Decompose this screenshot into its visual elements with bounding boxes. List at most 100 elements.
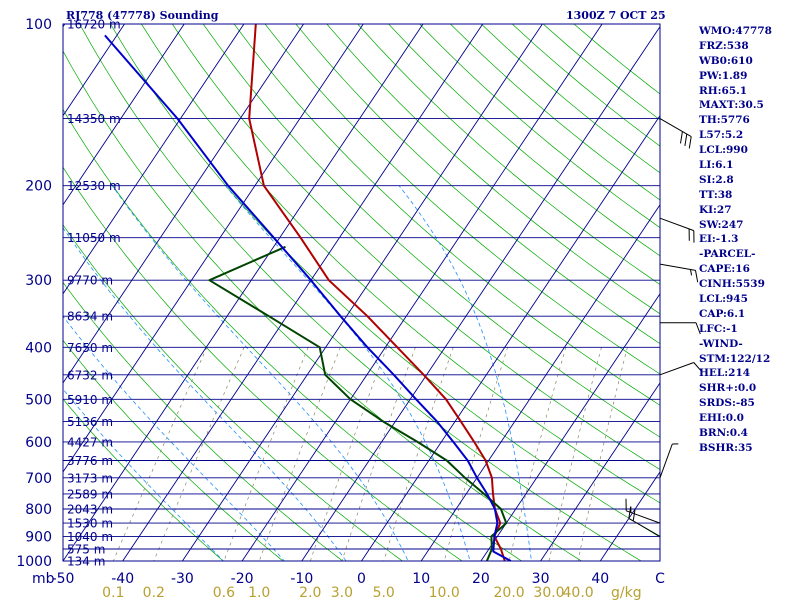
mixing-ratio-line [309,347,388,561]
trace-temperature [248,24,506,561]
mixing-ratio-line [508,347,567,561]
wind-barb [660,322,701,335]
dry-adiabat-line [295,24,660,345]
index-item: LCL:945 [699,293,748,306]
mixing-ratio-line [383,347,454,561]
moist-adiabat-line [398,185,532,561]
index-item: LCL:990 [699,144,748,157]
dry-adiabat-line [202,24,660,438]
trace-parcel [104,34,512,561]
index-item: L57:5.2 [699,129,744,142]
index-item: SRDS:-85 [699,397,755,410]
dry-adiabat-line [63,108,523,561]
plot-frame [62,23,661,562]
mixing-ratio-label: 20.0 [494,585,525,600]
index-item: WMO:47778 [699,25,772,37]
wind-barb-flag [688,136,692,149]
isotherm-line [480,293,660,561]
height-label: 1530 m [67,517,113,531]
sounding-traces [104,24,512,561]
mixing-ratio-line [341,347,416,561]
moist-adiabat-line [63,315,285,561]
height-label: 9770 m [67,274,113,288]
dry-adiabat-line [264,24,660,375]
height-label: 134 m [67,555,105,569]
wind-barb-flag [690,269,693,276]
dry-adiabat-line [63,50,583,561]
pressure-tick-label: 700 [25,471,52,487]
wind-barb [659,217,695,243]
isotherm-line [361,114,660,561]
dry-adiabat-line [357,24,660,285]
moist-adiabat-line [63,388,224,561]
background-grid [0,24,660,561]
height-label: 2043 m [67,503,113,517]
index-item: EHI:0.0 [699,412,744,425]
pressure-tick-label: 800 [25,502,52,518]
pressure-tick-label: 400 [25,340,52,356]
wind-barb-flag [680,131,683,144]
isotherm-line [63,24,245,295]
wind-barb-flag [695,322,701,335]
temperature-tick-label: C [655,571,665,587]
index-item: SI:2.8 [699,173,734,186]
wind-barb-staff [628,517,661,537]
temperature-tick-label: -30 [171,571,194,587]
dry-adiabat-line [63,281,344,561]
isotherm-line [122,24,484,561]
temperature-tick-label: 10 [412,571,430,587]
index-item: -PARCEL- [699,248,756,261]
mixing-ratio-line [258,347,341,561]
index-item: RH:65.1 [699,84,748,97]
isotherm-line [301,25,660,561]
height-label: 575 m [67,543,105,557]
moist-adiabat-line [63,227,347,561]
index-item: PW:1.89 [699,69,748,82]
mixing-ratio-label: 5.0 [373,585,395,600]
height-label: 4427 m [67,435,113,449]
mixing-ratio-label: 40.0 [563,585,594,600]
wind-barb-staff [659,217,694,232]
index-item: TH:5776 [699,114,750,127]
dry-adiabat-line [233,24,660,406]
temperature-tick-label: 40 [591,571,609,587]
temperature-tick-label: -10 [290,571,313,587]
moist-adiabat-line [111,185,409,561]
index-item: WB0:610 [699,54,753,67]
pressure-tick-label: 100 [25,17,52,33]
index-item: LFC:-1 [699,322,738,335]
height-label: 3776 m [67,454,113,468]
index-item: KI:27 [699,203,732,216]
wind-barb [659,263,699,283]
index-item: HEL:214 [699,367,751,380]
wind-barb-staff [659,362,694,376]
index-item: CAP:6.1 [699,307,746,320]
mixing-ratio-unit: g/kg [611,585,642,600]
temperature-tick-label: 0 [357,571,366,587]
mixing-ratio-label: 2.0 [299,585,321,600]
pressure-tick-label: 500 [25,392,52,408]
height-label: 2589 m [67,487,113,501]
isotherm-line [0,24,5,561]
index-item: TT:38 [699,188,733,201]
index-item: -WIND- [699,337,743,350]
chart-datetime: 1300Z 7 OCT 25 [566,9,666,22]
height-label: 12530 m [67,179,121,193]
isotherm-line [241,24,603,561]
wind-barb [628,506,661,537]
x-axis-label: mb [32,571,55,587]
mixing-ratio-label: 10.0 [429,585,460,600]
height-label: 16720 m [67,18,121,32]
pressure-tick-label: 200 [25,179,52,195]
height-label: 6732 m [67,368,113,382]
index-item: STM:122/12 [699,352,771,365]
height-label: 3173 m [67,471,113,485]
isotherm-line [63,24,424,561]
wind-barb-flag [628,506,632,519]
height-label: 11050 m [67,231,121,245]
dry-adiabat-line [388,24,660,257]
trace-dewpoint [208,245,508,561]
mixing-ratio-label: 30.0 [533,585,564,600]
